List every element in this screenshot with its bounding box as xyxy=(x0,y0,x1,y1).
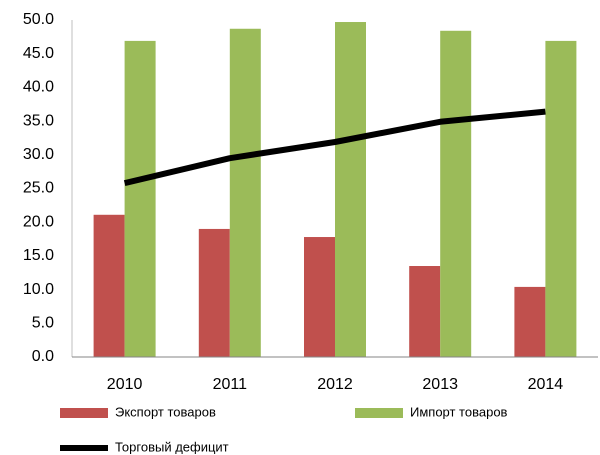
x-tick-label: 2011 xyxy=(213,376,248,393)
x-tick-label: 2013 xyxy=(422,376,458,393)
y-tick-label: 5.0 xyxy=(32,315,54,332)
bar xyxy=(335,22,366,357)
bar xyxy=(304,237,335,357)
x-tick-label: 2014 xyxy=(528,376,564,393)
y-tick-label: 40.0 xyxy=(23,79,54,96)
y-tick-label: 10.0 xyxy=(23,281,54,298)
y-tick-label: 25.0 xyxy=(23,180,54,197)
bar xyxy=(229,28,261,358)
legend-swatch xyxy=(355,408,403,418)
line xyxy=(123,108,546,187)
x-tick-label: 2010 xyxy=(107,376,143,393)
y-tick-label: 0.0 xyxy=(32,348,54,365)
y-tick-label: 50.0 xyxy=(23,11,54,28)
legend-swatch xyxy=(60,408,108,418)
bar xyxy=(93,214,125,357)
y-tick-label: 35.0 xyxy=(23,112,54,129)
legend-label: Экспорт товаров xyxy=(115,404,216,419)
bar xyxy=(198,228,230,357)
y-tick-label: 15.0 xyxy=(23,247,54,264)
y-tick-label: 20.0 xyxy=(23,213,54,230)
y-tick-label: 30.0 xyxy=(23,146,54,163)
bar xyxy=(514,286,546,357)
bar xyxy=(124,40,156,357)
bar xyxy=(545,40,577,357)
legend-label: Импорт товаров xyxy=(410,404,508,419)
bar xyxy=(440,30,472,358)
bar xyxy=(409,266,441,357)
x-tick-label: 2012 xyxy=(317,376,353,393)
legend-label: Торговый дефицит xyxy=(115,439,229,454)
y-tick-label: 45.0 xyxy=(23,45,54,62)
